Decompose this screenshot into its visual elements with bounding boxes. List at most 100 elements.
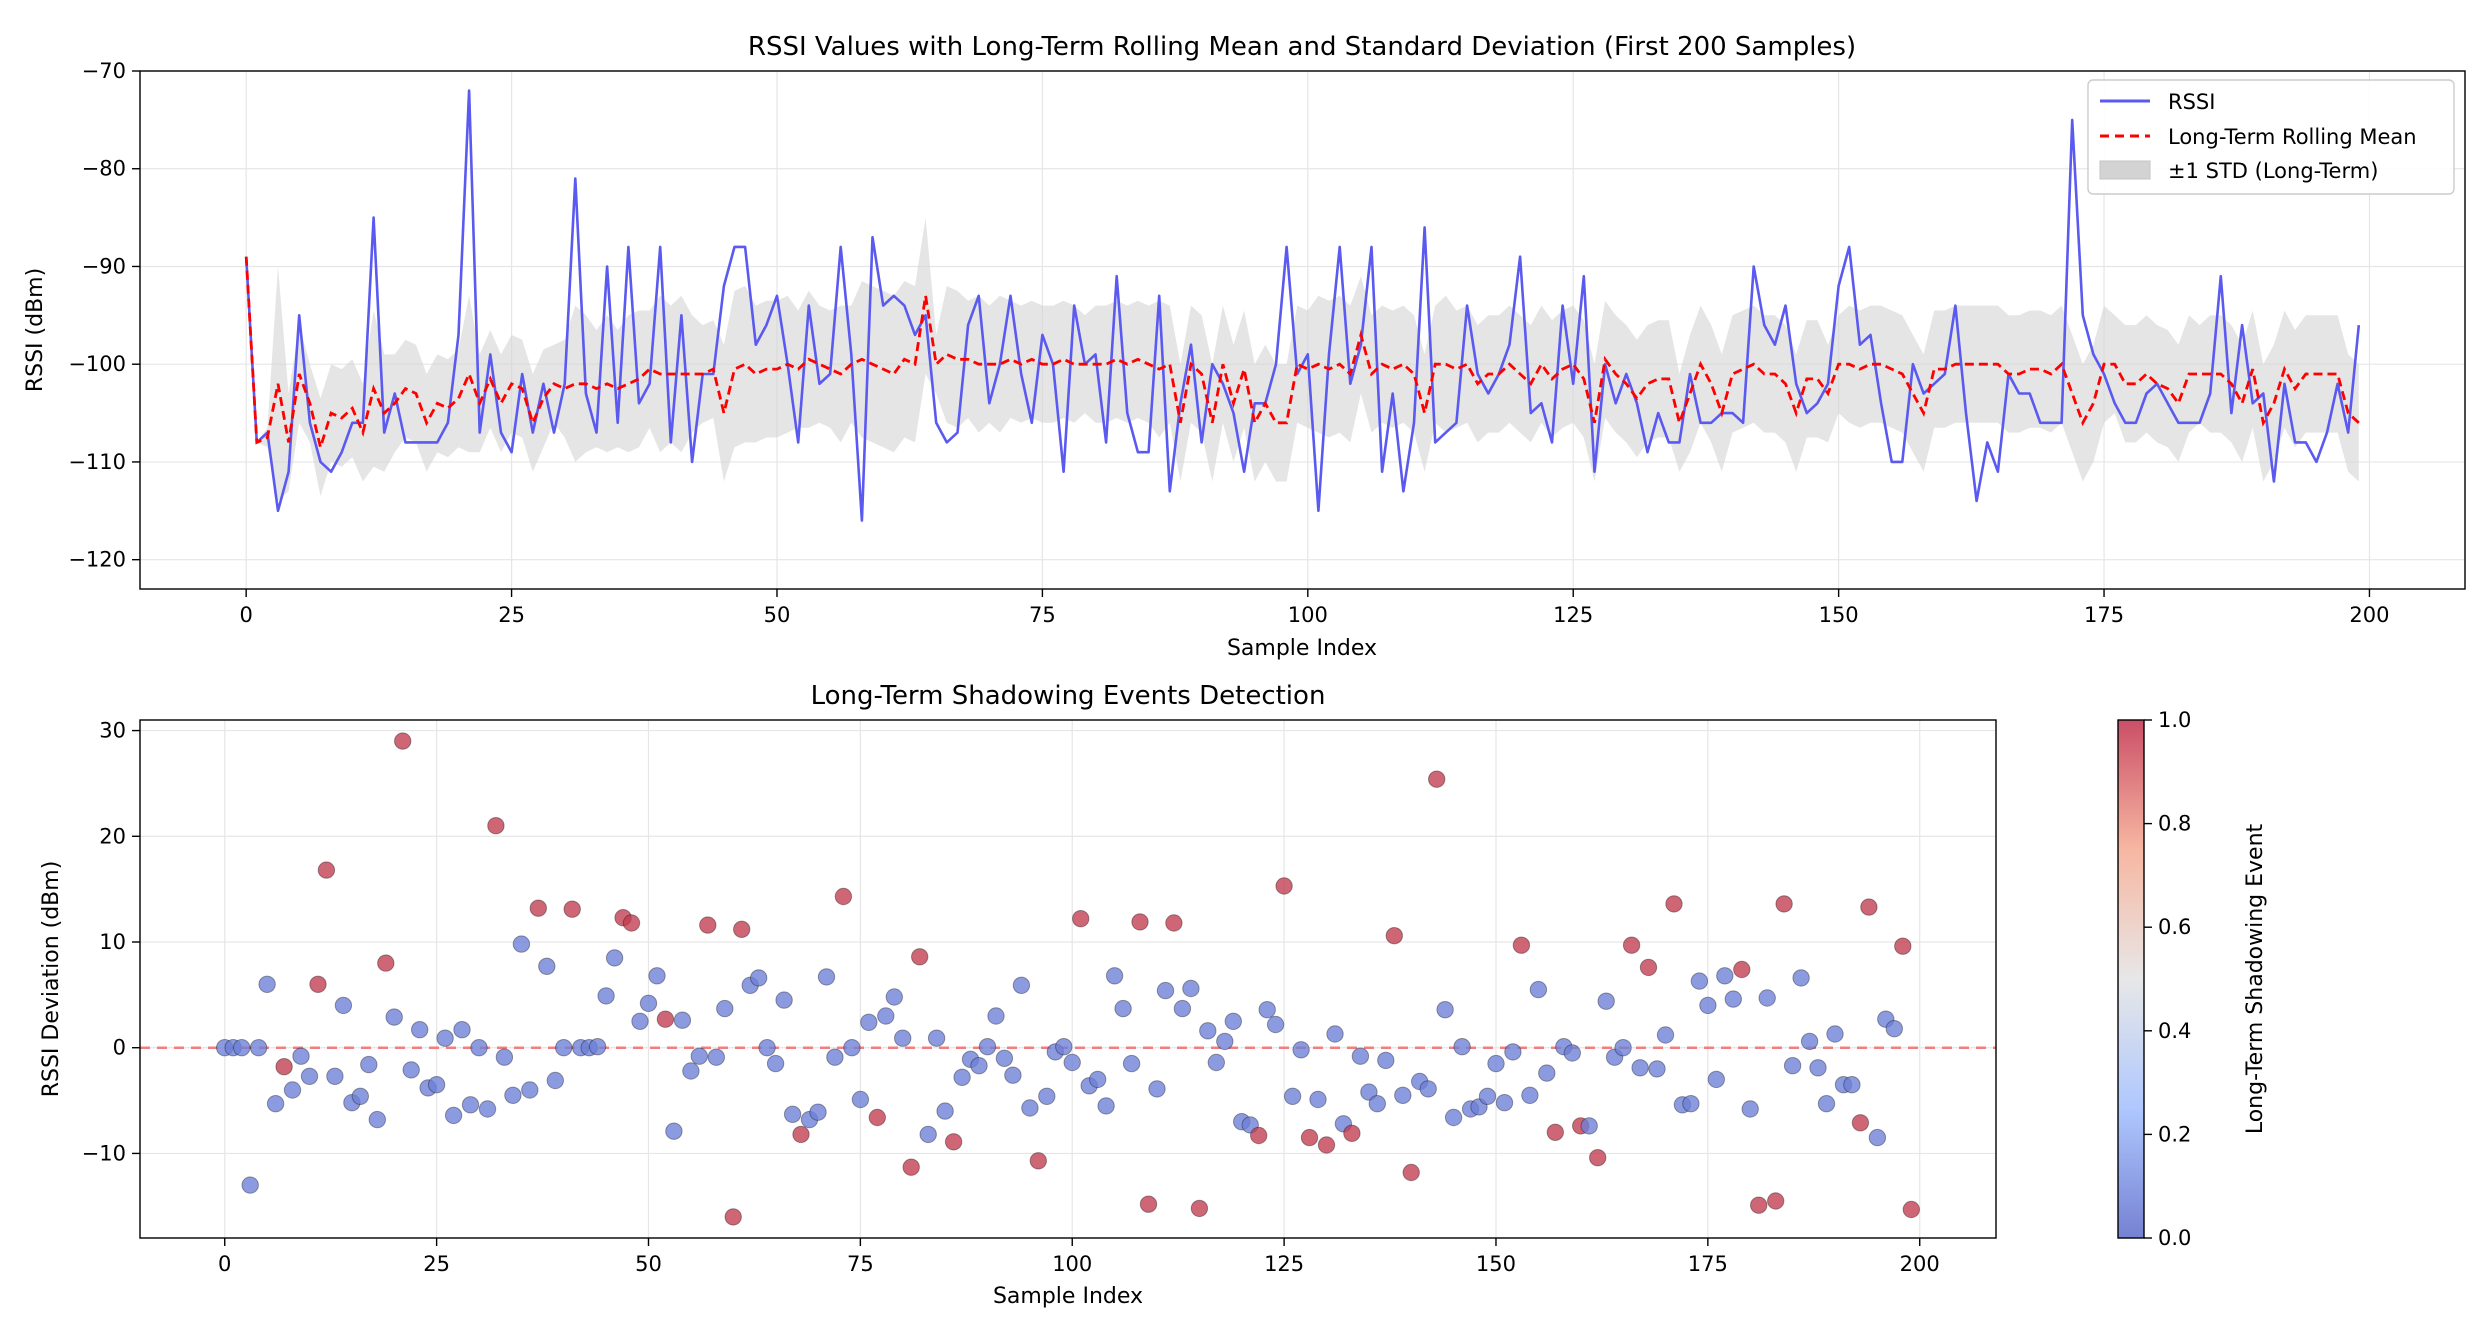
bottom-chart-title: Long-Term Shadowing Events Detection bbox=[811, 681, 1326, 711]
event-point bbox=[1029, 1152, 1048, 1170]
top-chart-x-ticks: 0 25 50 75 100 125 150 175 200 bbox=[239, 589, 2389, 627]
event-point bbox=[317, 861, 336, 879]
normal-point bbox=[877, 1007, 895, 1025]
normal-point bbox=[385, 1008, 403, 1026]
rolling-mean-series-line bbox=[244, 256, 2360, 453]
normal-point bbox=[1436, 1001, 1454, 1019]
normal-point bbox=[1716, 967, 1734, 985]
normal-point bbox=[1038, 1087, 1056, 1106]
normal-point bbox=[1207, 1053, 1226, 1072]
event-point bbox=[1190, 1199, 1209, 1218]
normal-point bbox=[1326, 1025, 1344, 1043]
colorbar-tick-label: 0.4 bbox=[2158, 1019, 2191, 1043]
normal-point bbox=[1648, 1060, 1666, 1078]
std-band bbox=[246, 217, 2359, 501]
top-x-tick-label: 75 bbox=[1029, 603, 1056, 627]
legend-box bbox=[2087, 79, 2455, 195]
normal-point bbox=[1122, 1054, 1141, 1073]
normal-point bbox=[521, 1081, 539, 1099]
top-y-tick-label: −110 bbox=[68, 450, 126, 474]
bottom-x-tick-label: 125 bbox=[1264, 1252, 1304, 1276]
normal-point bbox=[436, 1029, 454, 1047]
normal-point bbox=[300, 1067, 319, 1086]
normal-point bbox=[605, 949, 624, 967]
normal-point bbox=[1868, 1128, 1887, 1147]
normal-point bbox=[1173, 999, 1192, 1018]
normal-point bbox=[851, 1090, 870, 1109]
colorbar-tick-label: 0.0 bbox=[2158, 1226, 2191, 1250]
event-point bbox=[1131, 913, 1149, 931]
bottom-chart-y-label: RSSI Deviation (dBm) bbox=[39, 861, 64, 1098]
normal-point bbox=[1597, 992, 1615, 1010]
event-point bbox=[1343, 1124, 1361, 1143]
normal-point bbox=[360, 1055, 378, 1074]
rssi-series-line bbox=[244, 89, 2361, 522]
event-point bbox=[1072, 910, 1090, 928]
bottom-x-tick-label: 75 bbox=[847, 1252, 874, 1276]
normal-point bbox=[1114, 999, 1132, 1018]
normal-point bbox=[894, 1029, 912, 1047]
colorbar-tick-label: 0.6 bbox=[2158, 915, 2191, 939]
event-point bbox=[902, 1158, 920, 1176]
normal-point bbox=[1097, 1097, 1115, 1115]
normal-point bbox=[1783, 1057, 1802, 1075]
event-point bbox=[1512, 936, 1531, 954]
normal-point bbox=[512, 935, 531, 953]
normal-point bbox=[1478, 1087, 1497, 1106]
event-point bbox=[1902, 1200, 1921, 1219]
rssi-line-chart: RSSI Values with Long-Term Rolling Mean … bbox=[23, 32, 2466, 661]
normal-point bbox=[292, 1047, 310, 1065]
event-point bbox=[733, 920, 751, 938]
event-point bbox=[275, 1058, 293, 1076]
normal-point bbox=[1156, 981, 1175, 1000]
normal-point bbox=[995, 1049, 1014, 1068]
normal-point bbox=[1199, 1022, 1217, 1040]
event-point bbox=[529, 899, 547, 917]
normal-point bbox=[750, 969, 768, 987]
normal-point bbox=[1800, 1032, 1819, 1051]
normal-point bbox=[809, 1103, 827, 1121]
event-point bbox=[699, 916, 717, 934]
normal-point bbox=[427, 1076, 446, 1094]
normal-point bbox=[1487, 1054, 1505, 1073]
normal-point bbox=[266, 1095, 285, 1113]
normal-point bbox=[1148, 1080, 1166, 1098]
normal-point bbox=[1394, 1086, 1412, 1105]
normal-point bbox=[1309, 1090, 1327, 1109]
bottom-x-tick-label: 200 bbox=[1900, 1252, 1940, 1276]
normal-point bbox=[987, 1007, 1005, 1025]
top-x-tick-label: 100 bbox=[1288, 603, 1328, 627]
normal-point bbox=[470, 1039, 488, 1057]
event-point bbox=[724, 1208, 742, 1226]
normal-point bbox=[1563, 1044, 1582, 1062]
normal-point bbox=[555, 1039, 573, 1057]
normal-point bbox=[1258, 1001, 1276, 1019]
normal-point bbox=[1377, 1051, 1395, 1070]
bottom-chart-y-ticks: 30 20 10 0 −10 bbox=[82, 719, 140, 1165]
top-chart-title: RSSI Values with Long-Term Rolling Mean … bbox=[748, 32, 1856, 62]
event-point bbox=[656, 1010, 675, 1028]
event-point bbox=[1546, 1123, 1565, 1142]
event-point bbox=[1665, 895, 1683, 913]
event-point bbox=[1775, 895, 1793, 913]
event-point bbox=[1385, 927, 1404, 945]
normal-point bbox=[1529, 980, 1548, 999]
top-chart-x-label: Sample Index bbox=[1227, 636, 1377, 661]
normal-point bbox=[1453, 1038, 1471, 1056]
shadowing-scatter-chart: Long-Term Shadowing Events Detection 0 25… bbox=[39, 681, 1997, 1309]
legend-rssi-label: RSSI bbox=[2168, 90, 2215, 114]
event-point bbox=[394, 732, 412, 750]
normal-point bbox=[1682, 1095, 1700, 1113]
normal-point bbox=[826, 1048, 844, 1066]
normal-point bbox=[1021, 1099, 1039, 1117]
event-point bbox=[622, 914, 641, 932]
bottom-chart-x-ticks: 0 25 50 75 100 125 150 175 200 bbox=[218, 1238, 1940, 1276]
normal-point bbox=[1495, 1094, 1514, 1112]
top-y-tick-label: −100 bbox=[68, 352, 126, 376]
normal-point bbox=[411, 1020, 429, 1039]
normal-point bbox=[758, 1039, 776, 1057]
normal-point bbox=[233, 1039, 251, 1057]
normal-point bbox=[351, 1087, 369, 1106]
event-point bbox=[1402, 1163, 1420, 1182]
